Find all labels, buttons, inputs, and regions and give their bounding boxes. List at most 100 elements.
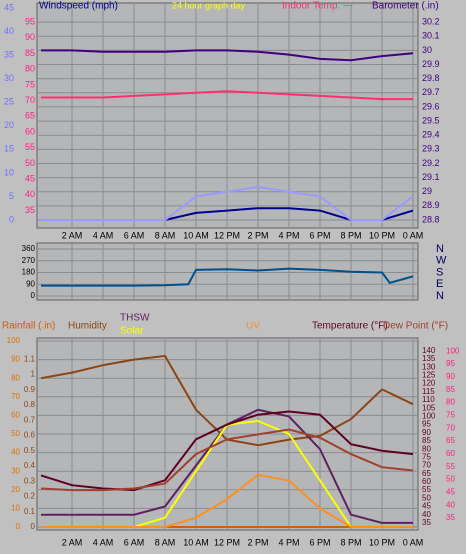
y-tick-label: 65 <box>25 111 35 121</box>
y-tick-label: 130 <box>422 362 436 371</box>
series-line <box>41 473 413 528</box>
y-tick-label: 80 <box>422 444 431 453</box>
y-tick-label: 5 <box>9 191 14 201</box>
y-tick-label: 360 <box>22 244 36 253</box>
x-tick-label: 10 PM <box>369 537 395 547</box>
x-tick-label: 10 AM <box>183 230 209 240</box>
y-tick-label: 70 <box>25 95 35 105</box>
chart-title: 24 hour graph day <box>172 0 246 10</box>
y-tick-label: 35 <box>4 49 14 59</box>
y-tick-label: 30.1 <box>422 31 440 41</box>
y-tick-label: 80 <box>11 373 20 382</box>
legend-label: Rainfall (.in) <box>2 321 55 332</box>
y-tick-label: 45 <box>422 502 431 511</box>
x-tick-label: 2 PM <box>247 537 268 547</box>
x-tick-label: 6 AM <box>124 230 145 240</box>
y-tick-label: 0.8 <box>24 400 36 409</box>
y-tick-label: 29.4 <box>422 130 440 140</box>
y-tick-label: 29.1 <box>422 172 440 182</box>
x-tick-label: 4 PM <box>278 230 299 240</box>
y-tick-label: 20 <box>11 485 20 494</box>
x-tick-label: 8 PM <box>340 230 361 240</box>
x-tick-label: 6 AM <box>124 537 145 547</box>
series-line <box>41 49 414 62</box>
y-tick-label: 29.9 <box>422 59 440 69</box>
y-tick-label: 95 <box>446 359 455 368</box>
y-tick-label: W <box>436 255 447 267</box>
legend-label: Solar <box>120 326 144 337</box>
legend-label: UV <box>246 321 260 332</box>
series-line <box>40 410 414 492</box>
y-tick-label: 115 <box>422 387 435 396</box>
x-tick-label: 2 AM <box>62 537 83 547</box>
x-tick-label: 10 PM <box>369 230 395 240</box>
y-tick-label: 180 <box>22 268 36 277</box>
y-tick-label: 75 <box>446 411 455 420</box>
legend-label: Windspeed (mph) <box>39 1 118 12</box>
y-tick-label: 0.3 <box>24 476 36 485</box>
y-tick-label: 120 <box>422 379 436 388</box>
y-tick-label: 30 <box>11 466 20 475</box>
x-tick-label: 10 AM <box>183 537 209 547</box>
y-tick-label: 80 <box>446 398 455 407</box>
series-line <box>41 267 414 287</box>
y-tick-label: 45 <box>4 2 14 12</box>
y-tick-label: 85 <box>25 48 35 58</box>
y-tick-label: 60 <box>422 477 431 486</box>
y-tick-label: 0 <box>9 214 14 224</box>
y-tick-label: E <box>436 278 443 290</box>
y-tick-label: N <box>436 243 444 255</box>
y-tick-label: 1 <box>31 370 36 379</box>
y-tick-label: 29.3 <box>422 144 440 154</box>
y-tick-label: S <box>436 266 443 278</box>
y-tick-label: 29.8 <box>422 73 440 83</box>
y-tick-label: 50 <box>422 493 431 502</box>
x-tick-label: 4 AM <box>93 230 114 240</box>
y-tick-label: 80 <box>25 64 35 74</box>
x-tick-label: 8 PM <box>340 537 361 547</box>
y-tick-label: 55 <box>25 142 35 152</box>
y-tick-label: 29.5 <box>422 115 440 125</box>
x-tick-label: 0 AM <box>403 537 424 547</box>
y-tick-label: 140 <box>422 346 436 355</box>
y-tick-label: 95 <box>422 420 431 429</box>
y-tick-label: 50 <box>11 429 20 438</box>
y-tick-label: 45 <box>25 174 35 184</box>
y-tick-label: 105 <box>422 403 436 412</box>
y-tick-label: 90 <box>446 372 455 381</box>
y-tick-label: 0.9 <box>24 385 36 394</box>
y-tick-label: 0 <box>31 291 36 300</box>
legend-label: Indoor Temp. --- <box>282 1 353 12</box>
legend-label: THSW <box>120 313 150 324</box>
y-tick-label: 0.7 <box>24 415 36 424</box>
y-tick-label: 55 <box>422 485 431 494</box>
x-tick-label: 2 PM <box>247 230 268 240</box>
y-tick-label: 29.7 <box>422 87 440 97</box>
y-tick-label: 29.2 <box>422 158 440 168</box>
y-tick-label: 28.9 <box>422 200 440 210</box>
y-tick-label: 0.1 <box>24 507 36 516</box>
y-tick-label: 70 <box>446 423 455 432</box>
legend-label: Dew Point (°F) <box>383 321 448 332</box>
y-tick-label: 40 <box>4 26 14 36</box>
y-tick-label: 40 <box>25 189 35 199</box>
y-tick-label: 28.8 <box>422 214 440 224</box>
y-tick-label: 85 <box>446 385 455 394</box>
series-line <box>41 90 413 101</box>
y-tick-label: 125 <box>422 371 436 380</box>
y-tick-label: 20 <box>4 120 14 130</box>
x-tick-label: 12 PM <box>214 537 240 547</box>
x-tick-label: 8 AM <box>155 230 176 240</box>
y-tick-label: 70 <box>422 461 431 470</box>
y-tick-label: 90 <box>25 32 35 42</box>
x-tick-label: 12 PM <box>214 230 240 240</box>
y-tick-label: 40 <box>11 448 20 457</box>
legend-label: Humidity <box>68 321 107 332</box>
x-tick-label: 4 PM <box>278 537 299 547</box>
y-tick-label: 60 <box>25 126 35 136</box>
y-tick-label: 100 <box>422 411 436 420</box>
y-tick-label: 75 <box>25 79 35 89</box>
x-tick-label: 2 AM <box>62 230 83 240</box>
y-tick-label: 60 <box>446 449 455 458</box>
legend-label: Temperature (°F) <box>312 321 388 332</box>
